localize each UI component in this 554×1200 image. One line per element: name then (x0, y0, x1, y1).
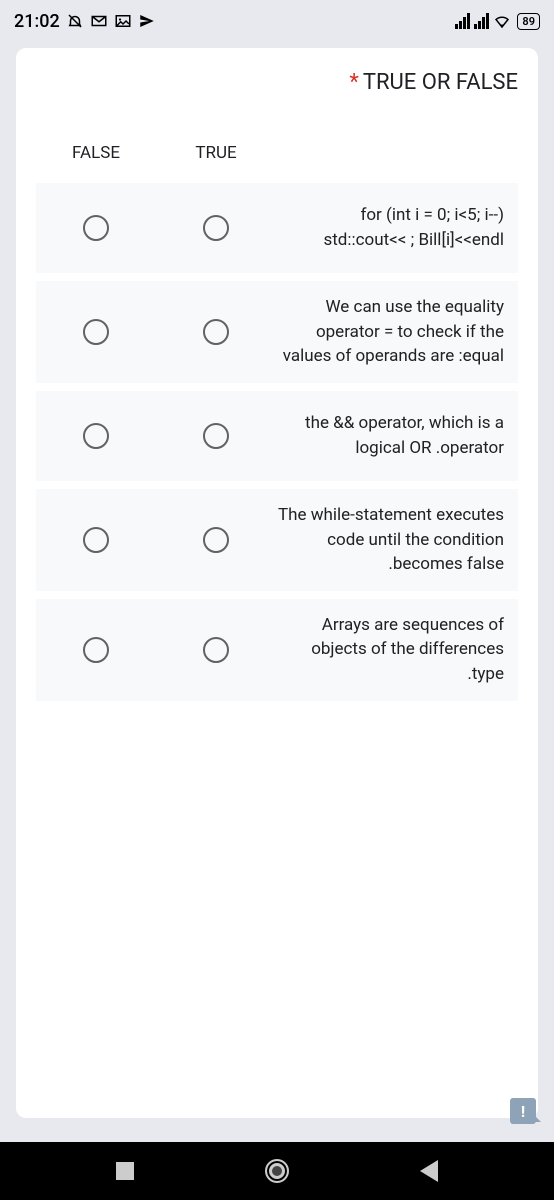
radio-q4-true[interactable] (203, 527, 229, 553)
radio-cell (156, 527, 276, 553)
report-badge[interactable]: ! (510, 1098, 536, 1124)
nav-back-button[interactable] (420, 1160, 438, 1182)
nav-home-button[interactable] (265, 1159, 289, 1183)
status-right: 89 (455, 12, 540, 30)
report-badge-label: ! (521, 1102, 525, 1121)
nav-recent-button[interactable] (116, 1162, 134, 1180)
radio-cell (36, 215, 156, 241)
wifi-icon (493, 12, 511, 30)
header-spacer (276, 135, 518, 171)
gmail-icon (90, 12, 108, 30)
send-icon (138, 12, 156, 30)
question-row-4: The while-statement executes code until … (36, 489, 518, 591)
radio-q1-false[interactable] (83, 215, 109, 241)
android-nav-bar (0, 1142, 554, 1200)
radio-cell (36, 527, 156, 553)
question-row-1: for (int i = 0; i<5; i--) std::cout<< ; … (36, 183, 518, 273)
question-row-2: We can use the equality operator = to ch… (36, 281, 518, 383)
header-true: TRUE (156, 135, 276, 171)
form-title-row: * TRUE OR FALSE (36, 70, 518, 95)
radio-cell (36, 423, 156, 449)
radio-q3-false[interactable] (83, 423, 109, 449)
question-text-4: The while-statement executes code until … (276, 503, 518, 577)
radio-q4-false[interactable] (83, 527, 109, 553)
table-header-row: FALSE TRUE (36, 135, 518, 171)
radio-cell (36, 637, 156, 663)
radio-q3-true[interactable] (203, 423, 229, 449)
radio-cell (156, 319, 276, 345)
question-text-2: We can use the equality operator = to ch… (276, 295, 518, 369)
radio-q5-false[interactable] (83, 637, 109, 663)
radio-q2-false[interactable] (83, 319, 109, 345)
image-icon (114, 12, 132, 30)
radio-cell (156, 423, 276, 449)
signal-icon-2 (474, 13, 489, 29)
radio-cell (156, 215, 276, 241)
radio-cell (36, 319, 156, 345)
question-text-3: the && operator, which is a logical OR .… (276, 411, 518, 460)
header-false: FALSE (36, 135, 156, 171)
status-bar: 21:02 89 (0, 0, 554, 42)
question-text-1: for (int i = 0; i<5; i--) std::cout<< ; … (276, 203, 518, 252)
question-row-3: the && operator, which is a logical OR .… (36, 391, 518, 481)
question-text-5: Arrays are sequences of objects of the d… (276, 613, 518, 687)
radio-q5-true[interactable] (203, 637, 229, 663)
form-card: * TRUE OR FALSE FALSE TRUE for (int i = … (16, 48, 538, 1118)
required-star: * (349, 70, 358, 95)
radio-cell (156, 637, 276, 663)
signal-icon-1 (455, 13, 470, 29)
radio-q2-true[interactable] (203, 319, 229, 345)
status-time: 21:02 (14, 11, 60, 32)
battery-indicator: 89 (517, 13, 540, 30)
question-row-5: Arrays are sequences of objects of the d… (36, 599, 518, 701)
status-left: 21:02 (14, 11, 156, 32)
radio-q1-true[interactable] (203, 215, 229, 241)
alarm-off-icon (66, 12, 84, 30)
form-title: TRUE OR FALSE (363, 70, 518, 95)
